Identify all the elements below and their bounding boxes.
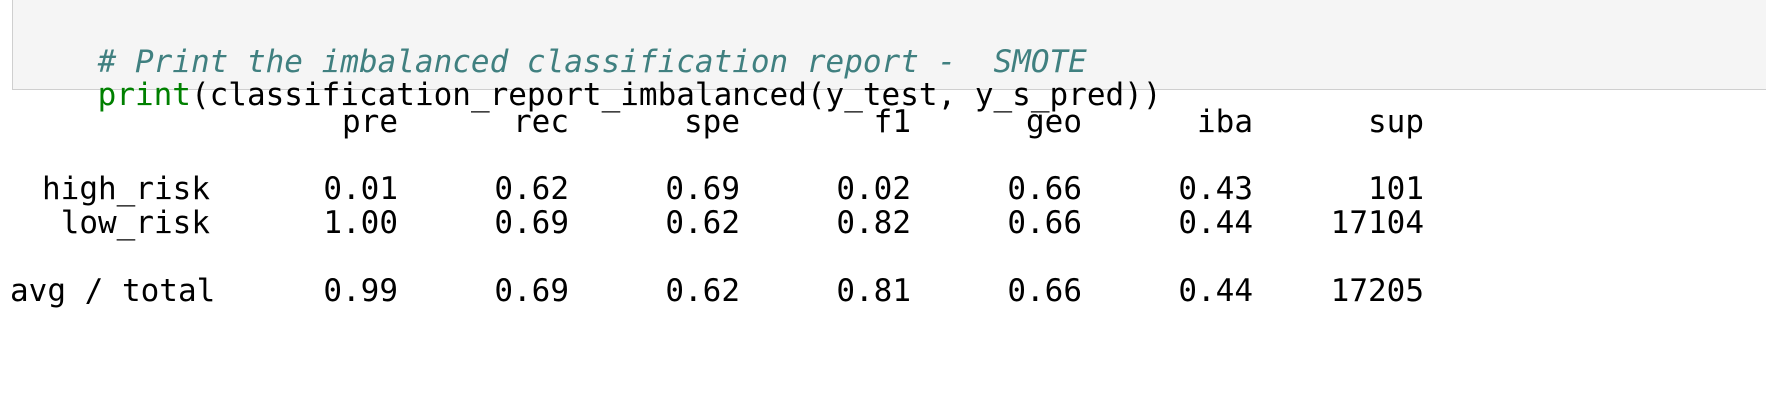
code-statement-line: print(classification_report_imbalanced(y… <box>23 44 1162 146</box>
header-geo: geo <box>1026 104 1082 140</box>
cell-low-risk-spe: 0.62 <box>665 205 740 241</box>
header-pre: pre <box>342 104 398 140</box>
code-comment-line: # Print the imbalanced classification re… <box>23 11 1087 113</box>
cell-high-risk-iba: 0.43 <box>1178 171 1253 207</box>
header-sup: sup <box>1368 104 1424 140</box>
cell-avg-total-sup: 17205 <box>1330 273 1424 309</box>
cell-high-risk-sup: 101 <box>1368 171 1424 207</box>
cell-low-risk-sup: 17104 <box>1330 205 1424 241</box>
row-label-high-risk: high_risk <box>42 171 210 207</box>
header-f1: f1 <box>873 104 911 140</box>
code-input-cell[interactable]: # Print the imbalanced classification re… <box>12 0 1766 112</box>
cell-high-risk-rec: 0.62 <box>494 171 569 207</box>
cell-low-risk-pre: 1.00 <box>323 205 398 241</box>
cell-high-risk-pre: 0.01 <box>323 171 398 207</box>
cell-low-risk-iba: 0.44 <box>1178 205 1253 241</box>
cell-high-risk-spe: 0.69 <box>665 171 740 207</box>
print-keyword: print <box>97 77 191 113</box>
code-comment: # Print the imbalanced classification re… <box>97 44 1087 80</box>
cell-low-risk-f1: 0.82 <box>836 205 911 241</box>
print-arguments: (classification_report_imbalanced(y_test… <box>190 77 1162 113</box>
row-label-avg-total: avg / total <box>10 273 216 309</box>
cell-avg-total-geo: 0.66 <box>1007 273 1082 309</box>
cell-low-risk-geo: 0.66 <box>1007 205 1082 241</box>
cell-output: pre rec spe f1 geo iba sup high_risk 0.0… <box>0 90 1766 404</box>
cell-avg-total-iba: 0.44 <box>1178 273 1253 309</box>
cell-high-risk-geo: 0.66 <box>1007 171 1082 207</box>
header-spe: spe <box>684 104 740 140</box>
header-iba: iba <box>1197 104 1253 140</box>
cell-avg-total-rec: 0.69 <box>494 273 569 309</box>
cell-avg-total-spe: 0.62 <box>665 273 740 309</box>
cell-high-risk-f1: 0.02 <box>836 171 911 207</box>
row-label-low-risk: low_risk <box>60 205 210 241</box>
cell-avg-total-pre: 0.99 <box>323 273 398 309</box>
cell-avg-total-f1: 0.81 <box>836 273 911 309</box>
header-rec: rec <box>513 104 569 140</box>
cell-low-risk-rec: 0.69 <box>494 205 569 241</box>
